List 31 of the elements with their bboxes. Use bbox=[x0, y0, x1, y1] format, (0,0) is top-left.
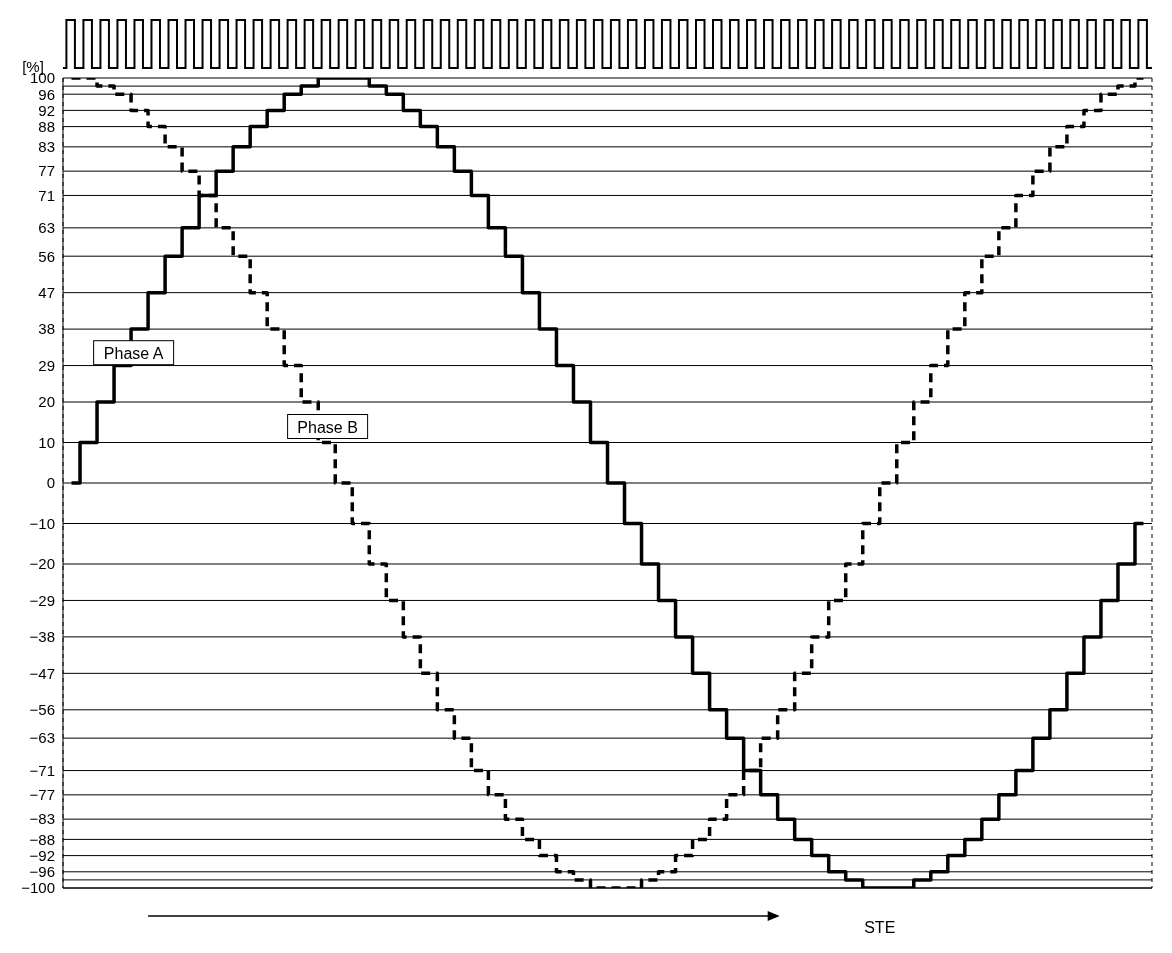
y-tick-label: −92 bbox=[29, 846, 55, 864]
y-tick-label: 77 bbox=[38, 162, 55, 180]
y-tick-label: 47 bbox=[38, 283, 55, 301]
y-tick-label: 63 bbox=[38, 219, 55, 237]
y-tick-label: −71 bbox=[29, 761, 55, 779]
y-tick-label: −47 bbox=[29, 664, 55, 682]
y-tick-label: −83 bbox=[29, 810, 55, 828]
y-tick-label: 38 bbox=[38, 320, 55, 338]
y-tick-label: 0 bbox=[46, 474, 55, 492]
y-tick-label: −88 bbox=[29, 830, 55, 848]
y-tick-label: 71 bbox=[38, 186, 55, 204]
y-tick-label: 83 bbox=[38, 138, 55, 156]
y-tick-label: −10 bbox=[29, 514, 55, 532]
y-tick-label: 96 bbox=[38, 85, 55, 103]
y-tick-label: 56 bbox=[38, 247, 55, 265]
series-label: Phase B bbox=[297, 418, 358, 436]
y-tick-label: 92 bbox=[38, 101, 55, 119]
y-tick-label: −29 bbox=[29, 591, 55, 609]
y-tick-label: −20 bbox=[29, 555, 55, 573]
series-label: Phase A bbox=[103, 344, 164, 362]
y-tick-label: −56 bbox=[29, 701, 55, 719]
y-tick-label: 10 bbox=[38, 433, 55, 451]
y-tick-label: −100 bbox=[21, 879, 55, 897]
y-tick-label: 29 bbox=[38, 356, 55, 374]
y-tick-label: −96 bbox=[29, 863, 55, 881]
y-tick-label: −63 bbox=[29, 729, 55, 747]
y-tick-label: −38 bbox=[29, 628, 55, 646]
y-tick-label: 20 bbox=[38, 393, 55, 411]
text: STE bbox=[864, 919, 896, 936]
y-tick-label: −77 bbox=[29, 786, 55, 804]
y-tick-label: 88 bbox=[38, 117, 55, 135]
